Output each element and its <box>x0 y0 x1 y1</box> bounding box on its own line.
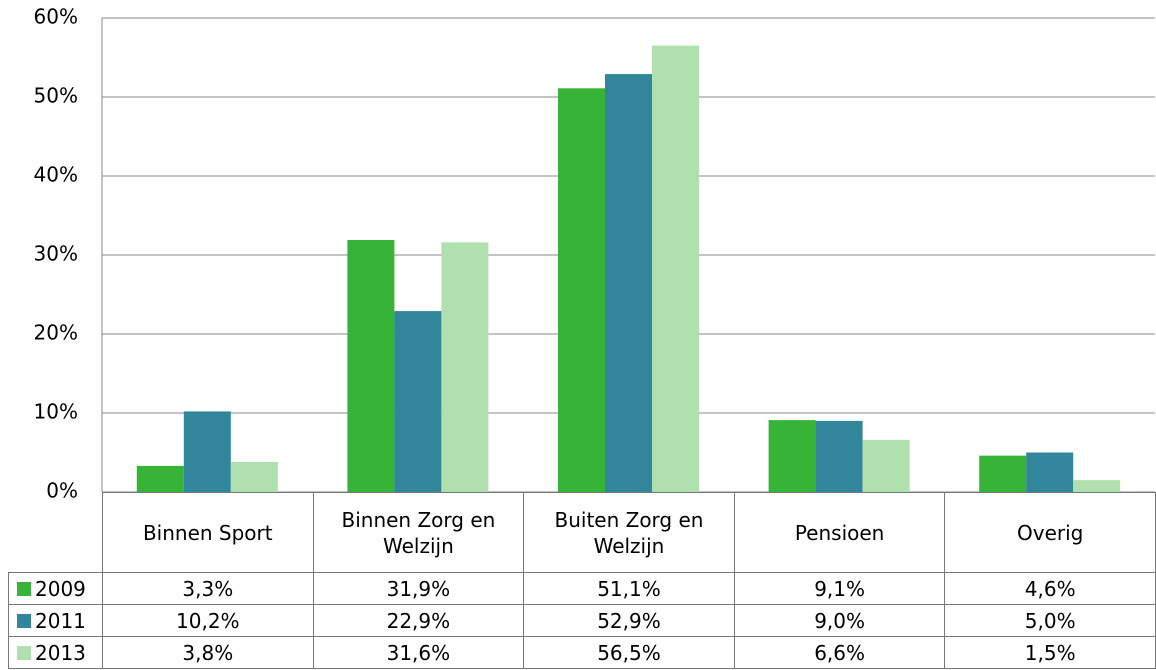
bar <box>768 420 816 492</box>
value-cell: 4,6% <box>944 572 1156 605</box>
y-tick-label: 60% <box>34 5 78 29</box>
value-cell: 9,0% <box>733 604 946 637</box>
category-label: Overig <box>944 492 1156 573</box>
value-cell: 31,6% <box>312 636 525 669</box>
bar <box>441 242 489 492</box>
value-cell: 51,1% <box>523 572 735 605</box>
bar <box>394 311 442 492</box>
bar <box>862 439 910 492</box>
legend-label: 2011 <box>35 608 86 633</box>
bar <box>558 88 605 492</box>
value-cell: 9,1% <box>733 572 946 605</box>
bar <box>979 455 1027 492</box>
value-cell: 3,3% <box>102 572 314 605</box>
value-cell: 52,9% <box>523 604 735 637</box>
bar <box>183 411 231 492</box>
y-tick-label: 50% <box>34 84 78 108</box>
bar <box>605 74 652 492</box>
value-cell: 22,9% <box>312 604 525 637</box>
y-tick-label: 30% <box>34 242 78 266</box>
category-label: Binnen Zorg en Welzijn <box>312 492 525 573</box>
legend-entry: 2011 <box>8 604 103 637</box>
y-tick-label: 0% <box>46 479 78 503</box>
bar <box>1073 480 1121 492</box>
y-tick-label: 20% <box>34 321 78 345</box>
legend-label: 2013 <box>35 640 86 665</box>
value-cell: 56,5% <box>523 636 735 669</box>
bar <box>136 465 184 492</box>
y-tick-label: 10% <box>34 400 78 424</box>
value-cell: 10,2% <box>102 604 314 637</box>
legend-swatch <box>17 581 31 596</box>
category-label: Pensioen <box>733 492 946 573</box>
legend-entry: 2013 <box>8 636 103 669</box>
bar <box>347 239 395 492</box>
legend-label: 2009 <box>35 576 86 601</box>
legend-entry: 2009 <box>8 572 103 605</box>
y-tick-label: 40% <box>34 163 78 187</box>
legend-swatch <box>17 645 31 660</box>
bar <box>815 420 863 492</box>
value-cell: 6,6% <box>733 636 946 669</box>
bar <box>652 45 699 493</box>
value-cell: 5,0% <box>944 604 1156 637</box>
value-cell: 1,5% <box>944 636 1156 669</box>
category-label: Binnen Sport <box>102 492 314 573</box>
value-cell: 31,9% <box>312 572 525 605</box>
category-label: Buiten Zorg en Welzijn <box>523 492 735 573</box>
legend-swatch <box>17 613 31 628</box>
value-cell: 3,8% <box>102 636 314 669</box>
bar <box>1026 452 1074 492</box>
bar <box>230 461 278 492</box>
